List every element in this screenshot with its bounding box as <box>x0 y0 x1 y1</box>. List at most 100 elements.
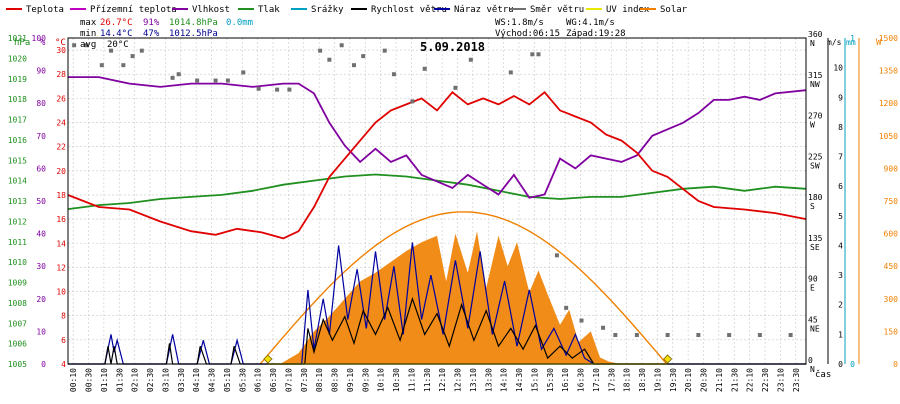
rain-tick-label: 1 <box>850 34 855 43</box>
x-tick-label: 19:30 <box>669 368 678 392</box>
legend-label: Srážky <box>311 5 344 15</box>
wind-tick-label: 8 <box>838 123 843 132</box>
direction-name-label: NE <box>810 324 820 333</box>
wind-direction-point <box>391 72 396 77</box>
wind-direction-point <box>382 48 387 53</box>
wind-direction-point <box>351 63 356 68</box>
wind-direction-point <box>195 78 200 83</box>
stats-max-press: 1014.8hPa <box>169 18 218 28</box>
x-tick-label: 23:10 <box>776 368 785 392</box>
direction-tick-label: 360 <box>808 30 823 39</box>
pressure-tick-label: 1007 <box>8 319 27 328</box>
wind-direction-point <box>422 66 427 71</box>
axis-unit-degc: °C <box>55 38 66 48</box>
humidity-tick-label: 0 <box>41 360 46 369</box>
wind-tick-label: 10 <box>833 64 843 73</box>
temperature-tick-label: 20 <box>56 167 66 176</box>
wind-tick-label: 0 <box>838 360 843 369</box>
wind-direction-point <box>275 87 280 92</box>
wind-direction-point <box>788 333 793 338</box>
wind-speed-avg: WS:1.8m/s <box>495 18 544 28</box>
plot-frame <box>67 37 807 365</box>
axis-unit-pct: % <box>40 38 46 48</box>
x-tick-label: 18:10 <box>623 368 632 392</box>
x-tick-label: 20:30 <box>700 368 709 392</box>
x-tick-label: 12:30 <box>454 368 463 392</box>
x-tick-label: 16:30 <box>577 368 586 392</box>
legend-label: Náraz větru <box>454 5 514 15</box>
legend-label: Solar <box>660 5 688 15</box>
x-tick-label: 16:10 <box>561 368 570 392</box>
direction-tick-label: 0 <box>808 356 813 365</box>
humidity-tick-label: 20 <box>36 295 46 304</box>
wind-direction-point <box>327 57 332 62</box>
wind-direction-point <box>339 43 344 48</box>
humidity-line <box>68 76 807 199</box>
humidity-tick-label: 30 <box>36 262 46 271</box>
temperature-tick-label: 4 <box>61 360 66 369</box>
pressure-tick-label: 1005 <box>8 360 27 369</box>
temperature-tick-label: 28 <box>56 70 66 79</box>
sunset-time: Západ:19:28 <box>566 29 626 39</box>
axis-unit-ms: m/s <box>827 38 842 47</box>
temperature-tick-label: 14 <box>56 239 66 248</box>
x-tick-label: 10:30 <box>392 368 401 392</box>
wind-tick-label: 4 <box>838 241 843 250</box>
x-tick-label: 22:10 <box>746 368 755 392</box>
temperature-line <box>67 91 807 240</box>
x-tick-label: 06:10 <box>254 368 263 392</box>
temperature-tick-label: 18 <box>56 191 66 200</box>
x-tick-label: 11:10 <box>407 368 416 392</box>
humidity-tick-label: 40 <box>36 230 46 239</box>
wind-direction-point <box>453 85 458 90</box>
x-tick-label: 00:10 <box>69 368 78 392</box>
x-tick-label: 04:10 <box>192 368 201 392</box>
wind-direction-point <box>170 75 175 80</box>
legend-label: Rychlost větru <box>371 5 447 15</box>
wind-direction-point <box>241 70 246 75</box>
pressure-tick-label: 1019 <box>8 75 27 84</box>
direction-tick-label: 45 <box>808 315 818 324</box>
axis-unit-hpa: hPa <box>14 38 30 48</box>
axes-layer: 00:10 00:30 01:10 01:30 02:10 02:30 03:10 03:30… <box>8 30 898 392</box>
wind-direction-point <box>225 78 230 83</box>
wind-direction-point <box>318 48 323 53</box>
wind-direction-point <box>109 48 114 53</box>
wind-direction-point <box>564 305 569 310</box>
solar-theoretical-line <box>259 211 667 365</box>
wind-tick-label: 9 <box>838 93 843 102</box>
series-layer <box>67 43 807 365</box>
temperature-tick-label: 16 <box>56 215 66 224</box>
wind-direction-point <box>508 70 513 75</box>
stats-min-label: min <box>80 29 96 39</box>
direction-name-label: N <box>810 365 815 374</box>
direction-tick-label: 270 <box>808 112 823 121</box>
wind-direction-point <box>176 72 181 77</box>
uv-marker <box>663 354 673 364</box>
direction-name-label: S <box>810 202 815 211</box>
pressure-tick-label: 1008 <box>8 299 27 308</box>
pressure-tick-label: 1013 <box>8 197 27 206</box>
x-tick-label: 05:10 <box>223 368 232 392</box>
humidity-tick-label: 90 <box>36 67 46 76</box>
x-tick-label: 06:30 <box>269 368 278 392</box>
wind-direction-point <box>361 54 366 59</box>
wind-direction-point <box>468 57 473 62</box>
x-tick-label: 04:30 <box>208 368 217 392</box>
chart-date: 5.09.2018 <box>420 40 485 54</box>
stats-avg-label: avg <box>80 40 96 50</box>
wind-direction-point <box>579 318 584 323</box>
pressure-tick-label: 1020 <box>8 54 27 63</box>
legend-label: Směr větru <box>530 5 584 15</box>
pressure-tick-label: 1009 <box>8 279 27 288</box>
wind-direction-point <box>130 54 135 59</box>
direction-tick-label: 90 <box>808 275 818 284</box>
x-tick-label: 07:10 <box>284 368 293 392</box>
wind-direction-point <box>696 333 701 338</box>
x-tick-label: 09:30 <box>361 368 370 392</box>
x-tick-label: 08:10 <box>315 368 324 392</box>
solar-tick-label: 900 <box>884 164 899 173</box>
temperature-tick-label: 8 <box>61 312 66 321</box>
temperature-tick-label: 12 <box>56 263 66 272</box>
